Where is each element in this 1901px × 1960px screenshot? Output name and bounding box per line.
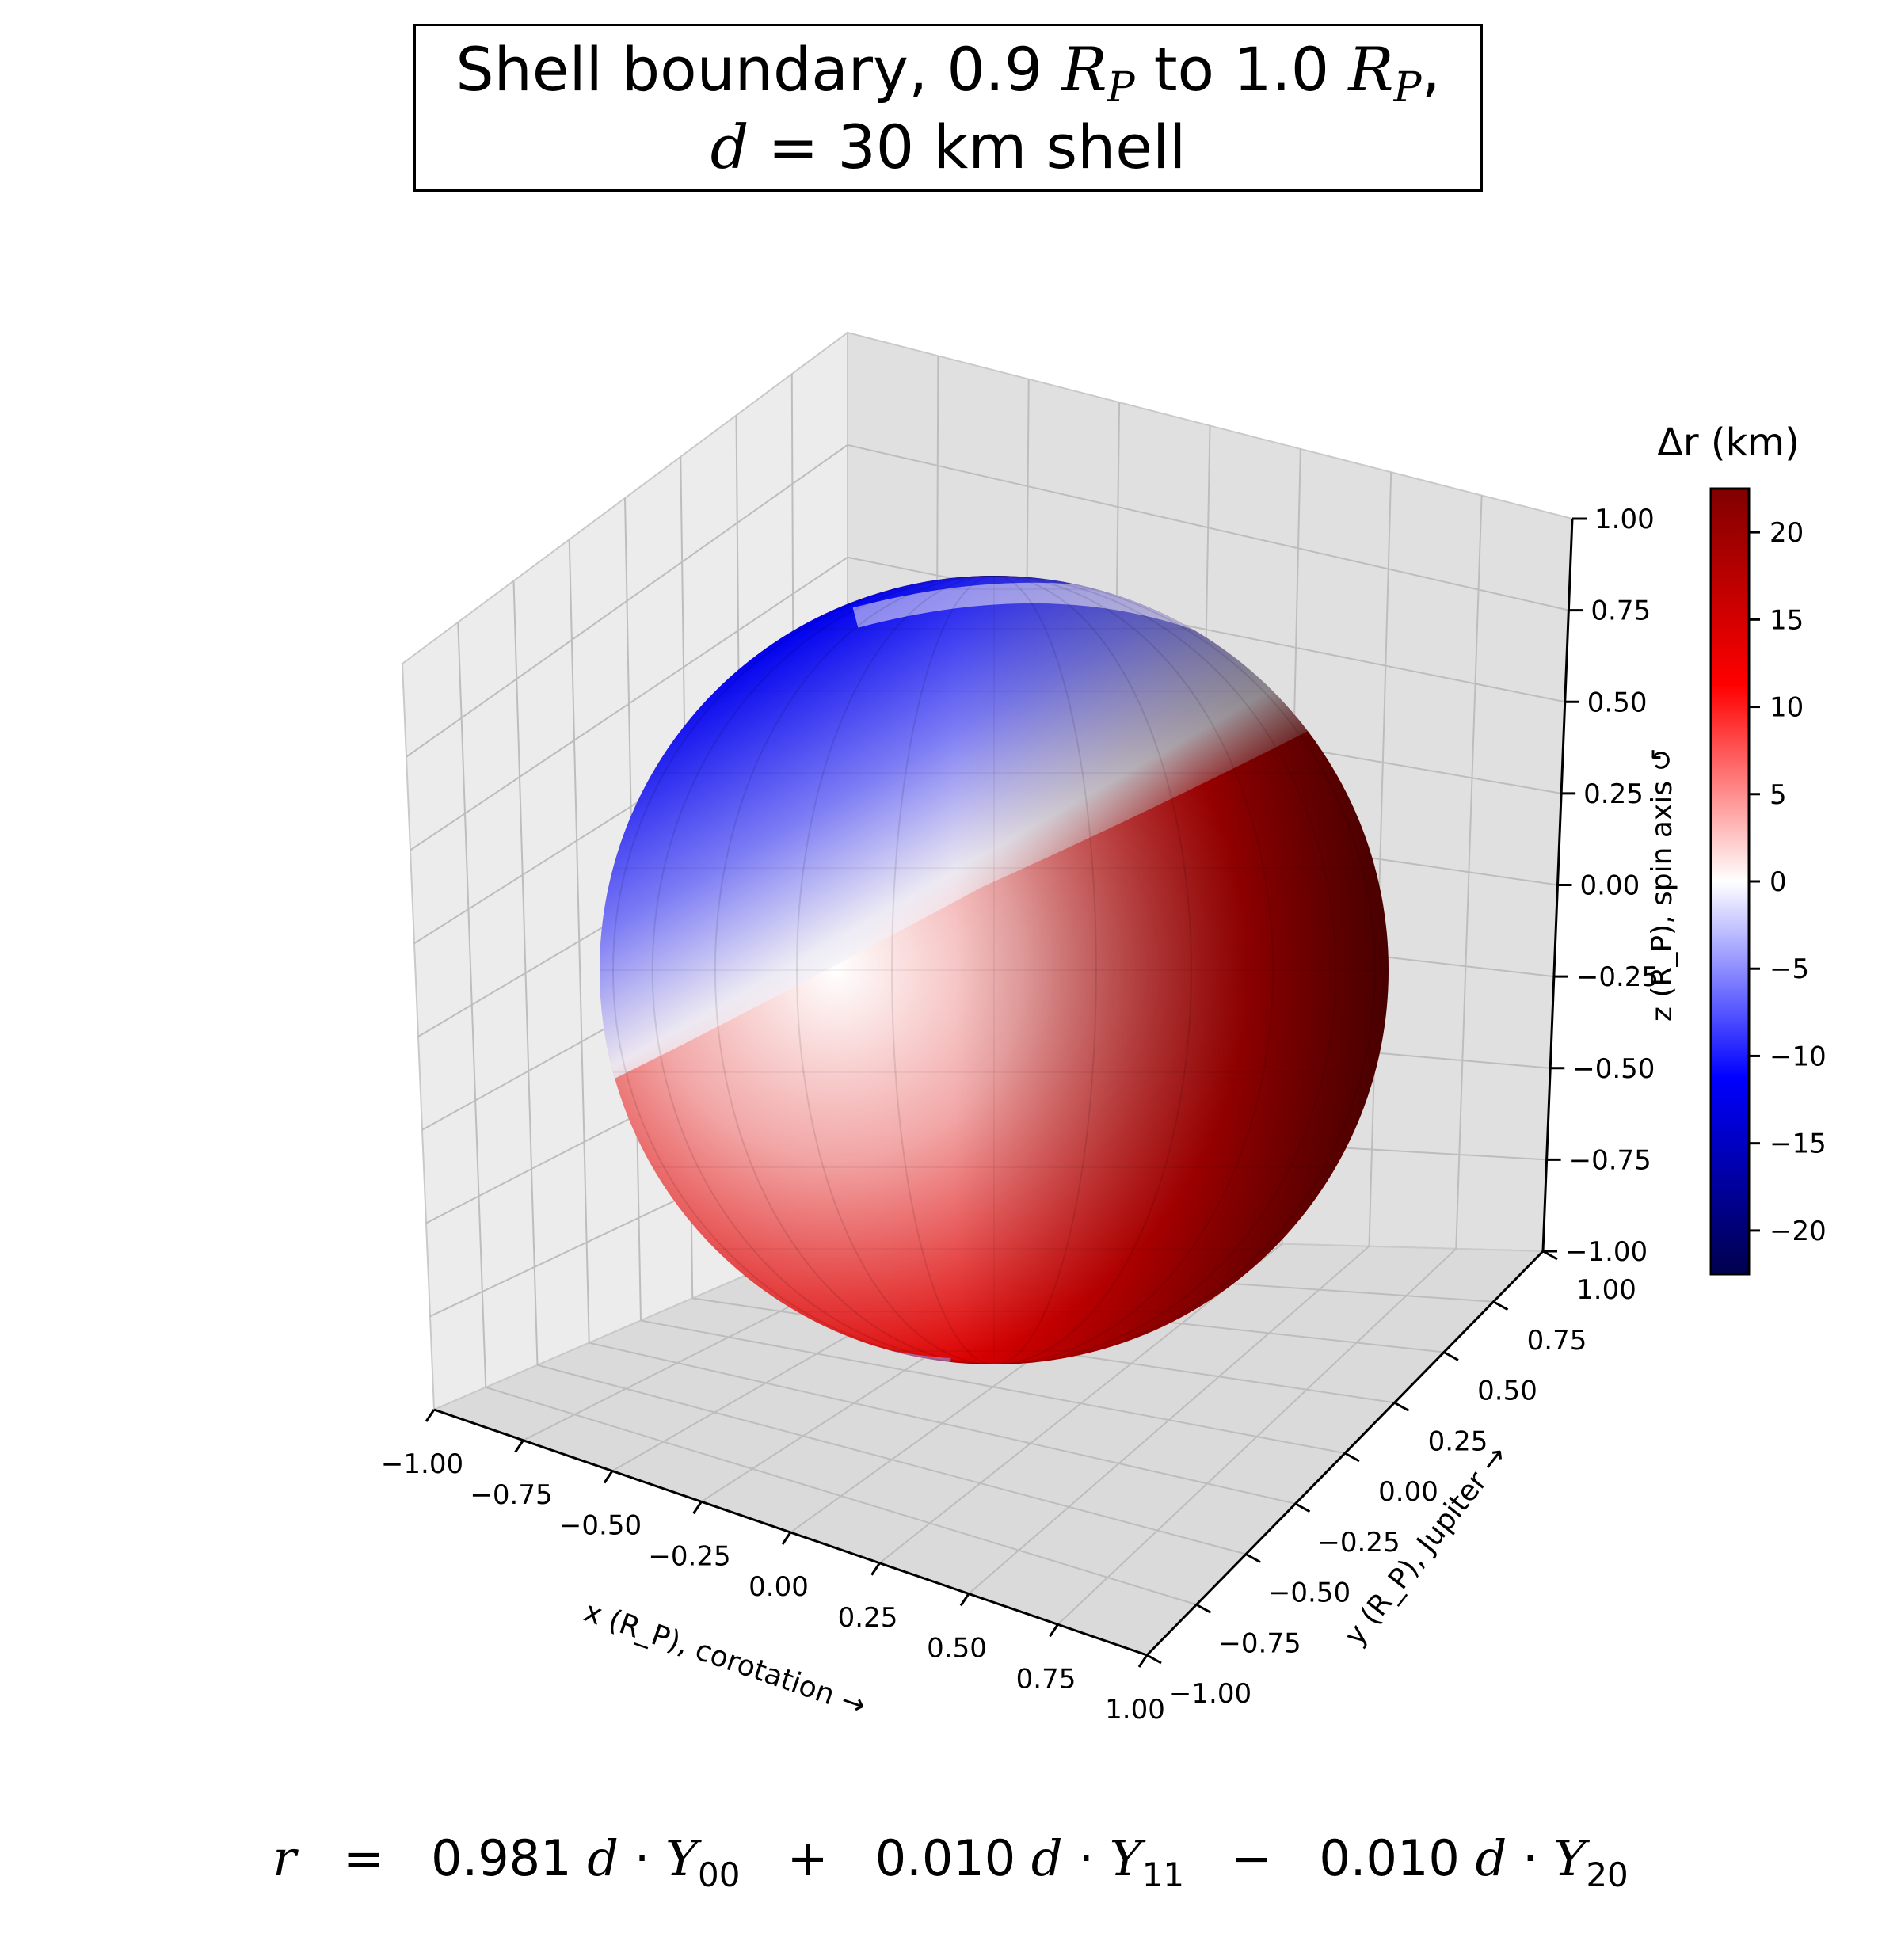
title-line-2: d = 30 km shell xyxy=(710,112,1187,182)
x-tick-label: 0.75 xyxy=(1016,1663,1076,1695)
grid-line xyxy=(1368,472,1392,1246)
z-tick-label: −0.75 xyxy=(1569,1144,1651,1176)
y-tick-label: −0.50 xyxy=(1268,1578,1351,1609)
colorbar-gradient xyxy=(1709,487,1751,1276)
chart-title: Shell boundary, 0.9 RP to 1.0 RP, d = 30… xyxy=(413,24,1483,192)
y-tick-mark xyxy=(1146,1654,1162,1665)
meridian-line xyxy=(796,576,1192,1364)
grid-line xyxy=(640,1319,1346,1454)
y-tick-mark xyxy=(1294,1502,1311,1513)
grid-line xyxy=(968,1245,1370,1595)
y-axis-ticks: −1.00 −0.75 −0.50 −0.25 0.00 0.25 0.50 0.75 1.00 xyxy=(1146,1250,1636,1710)
z-tick-label: −0.25 xyxy=(1576,961,1659,993)
x-tick-mark xyxy=(959,1593,970,1607)
x-tick-mark xyxy=(781,1532,792,1545)
x-axis-label: x (R_P), corotation → xyxy=(580,1596,870,1722)
grid-line xyxy=(1455,495,1483,1249)
y-tick-label: 0.25 xyxy=(1428,1425,1488,1457)
meridian-line xyxy=(891,576,1097,1364)
colorbar-tick-label: 20 xyxy=(1770,517,1804,549)
y-tick-mark xyxy=(1393,1401,1410,1412)
colorbar-tick-label: 15 xyxy=(1770,604,1804,636)
z-tick-label: 1.00 xyxy=(1594,504,1655,535)
y-tick-label: 0.00 xyxy=(1378,1476,1438,1508)
z-axis-ticks: −1.00 −0.75 −0.50 −0.25 0.00 0.25 0.50 0.75 1.00 xyxy=(1543,504,1659,1268)
x-tick-label: 0.50 xyxy=(927,1633,987,1665)
meridian-line xyxy=(651,576,1337,1364)
y-tick-label: −0.75 xyxy=(1218,1627,1301,1659)
meridian-line xyxy=(891,576,1097,1364)
x-tick-label: 0.25 xyxy=(838,1602,898,1634)
meridian-line xyxy=(714,576,1274,1364)
expansion-formula: r = 0.981 d · Y00 + 0.010 d · Y11 − 0.01… xyxy=(272,1829,1629,1894)
surface-facets xyxy=(600,576,1389,1364)
z-tick-label: 0.00 xyxy=(1580,870,1640,902)
colorbar-ticks: −20 −15 −10 −5 0 5 10 15 20 xyxy=(1749,517,1827,1247)
z-tick-label: 0.75 xyxy=(1591,596,1651,627)
z-axis-label: z (R_P), spin axis ↺ xyxy=(1646,748,1678,1022)
x-tick-mark xyxy=(1049,1623,1059,1638)
x-tick-mark xyxy=(425,1409,436,1422)
meridian-line xyxy=(611,576,1377,1364)
y-tick-label: −0.25 xyxy=(1317,1527,1400,1558)
colorbar-tick-label: −20 xyxy=(1770,1216,1827,1247)
z-tick-label: 0.50 xyxy=(1587,687,1648,718)
colorbar-tick-label: 5 xyxy=(1770,779,1787,811)
colorbar-tick-label: −15 xyxy=(1770,1128,1827,1160)
y-tick-mark xyxy=(1344,1452,1360,1463)
y-tick-mark xyxy=(1443,1351,1459,1361)
y-tick-label: −1.00 xyxy=(1169,1678,1251,1710)
x-tick-mark xyxy=(1137,1654,1149,1668)
x-tick-label: 0.00 xyxy=(749,1571,809,1603)
z-tick-label: 0.25 xyxy=(1583,778,1644,810)
y-tick-mark xyxy=(1245,1553,1261,1563)
y-tick-mark xyxy=(1195,1603,1212,1614)
colorbar: Δr (km) −20 −15 −10 −5 0 5 10 15 20 xyxy=(1657,421,1827,1276)
x-tick-mark xyxy=(603,1470,614,1484)
grid-line xyxy=(878,1243,1283,1564)
meridian-line xyxy=(611,576,1377,1364)
y-tick-label: 0.75 xyxy=(1527,1325,1587,1357)
colorbar-tick-label: 10 xyxy=(1770,692,1804,724)
x-tick-label: −0.50 xyxy=(559,1510,642,1542)
x-axis-ticks: −1.00−0.75−0.50−0.25 0.00 0.25 0.50 0.75 1.00 xyxy=(381,1409,1165,1726)
colorbar-tick-label: −5 xyxy=(1770,953,1809,985)
meridian-line xyxy=(651,576,1337,1364)
z-tick-label: −1.00 xyxy=(1565,1236,1648,1268)
grid-line xyxy=(1057,1248,1457,1625)
z-tick-label: −0.50 xyxy=(1572,1053,1655,1085)
meridian-line xyxy=(714,576,1274,1364)
y-tick-mark xyxy=(1542,1250,1558,1261)
y-tick-label: 1.00 xyxy=(1576,1274,1636,1306)
colorbar-tick-label: −10 xyxy=(1770,1041,1827,1072)
y-tick-mark xyxy=(1492,1300,1509,1311)
x-tick-label: −0.75 xyxy=(470,1479,552,1511)
x-tick-label: −0.25 xyxy=(648,1540,730,1572)
colorbar-label: Δr (km) xyxy=(1657,421,1800,465)
x-tick-mark xyxy=(870,1562,881,1576)
x-tick-label: −1.00 xyxy=(381,1448,463,1480)
meridian-line xyxy=(796,576,1192,1364)
x-tick-label: 1.00 xyxy=(1105,1694,1165,1726)
y-tick-label: 0.50 xyxy=(1477,1376,1537,1407)
colorbar-tick-label: 0 xyxy=(1770,866,1787,898)
title-line-1: Shell boundary, 0.9 RP to 1.0 RP, xyxy=(455,34,1441,112)
x-tick-mark xyxy=(514,1439,524,1453)
x-tick-mark xyxy=(692,1501,703,1515)
